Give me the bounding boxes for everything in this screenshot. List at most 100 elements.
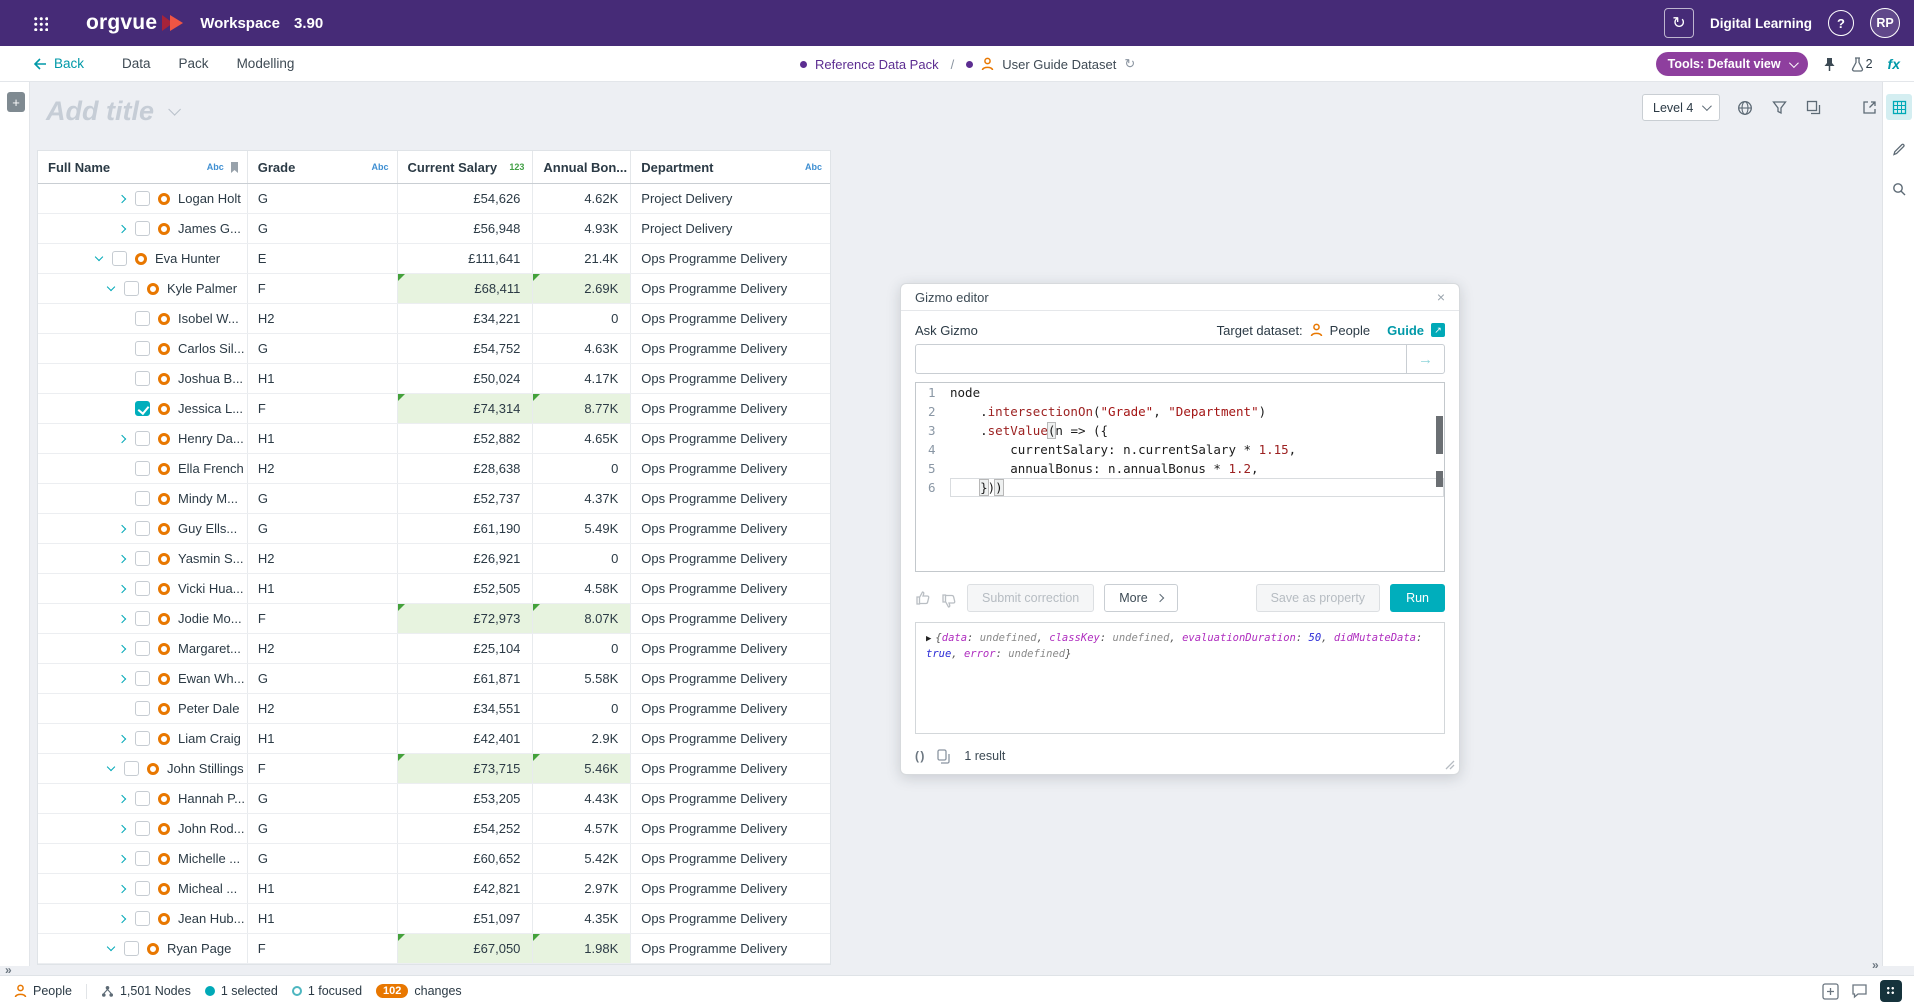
current-salary-cell[interactable]: £50,024 [398, 364, 534, 393]
grade-cell[interactable]: G [248, 514, 398, 543]
row-checkbox[interactable] [135, 461, 150, 476]
current-salary-cell[interactable]: £61,871 [398, 664, 534, 693]
row-checkbox[interactable] [135, 191, 150, 206]
grade-cell[interactable]: G [248, 334, 398, 363]
dataset-refresh-icon[interactable]: ↻ [1124, 56, 1136, 71]
row-checkbox[interactable] [135, 521, 150, 536]
annual-bonus-cell[interactable]: 4.62K [533, 184, 632, 213]
ask-gizmo-input[interactable]: → [915, 344, 1445, 374]
department-cell[interactable]: Ops Programme Delivery [641, 581, 788, 596]
table-row[interactable]: Henry Da... H1 £52,882 4.65K Ops Programme D… [38, 424, 830, 454]
current-salary-cell[interactable]: £34,221 [398, 304, 534, 333]
workspace-name[interactable]: Digital Learning [1709, 15, 1812, 31]
grade-cell[interactable]: G [248, 214, 398, 243]
run-button[interactable]: Run [1390, 584, 1445, 612]
row-checkbox[interactable] [124, 281, 139, 296]
current-salary-cell[interactable]: £73,715 [397, 754, 534, 783]
back-button[interactable]: Back [33, 56, 84, 71]
table-row[interactable]: Isobel W... H2 £34,221 0 Ops Programme Deliv… [38, 304, 830, 334]
guide-link[interactable]: Guide [1387, 322, 1424, 338]
edit-tool-button[interactable] [1886, 136, 1912, 162]
table-row[interactable]: John Stillings F £73,715 5.46K Ops Programme… [38, 754, 830, 784]
current-salary-cell[interactable]: £56,948 [398, 214, 534, 243]
expand-chevron-icon[interactable] [117, 614, 127, 624]
current-salary-cell[interactable]: £52,737 [398, 484, 534, 513]
annual-bonus-cell[interactable]: 4.63K [533, 334, 632, 363]
comment-icon[interactable] [1851, 983, 1868, 999]
grade-cell[interactable]: F [248, 934, 398, 963]
grade-cell[interactable]: H1 [248, 724, 398, 753]
table-row[interactable]: Jodie Mo... F £72,973 8.07K Ops Programme De… [38, 604, 830, 634]
expand-chevron-icon[interactable] [117, 884, 127, 894]
expand-panel-left-icon[interactable]: » [5, 963, 12, 977]
department-cell[interactable]: Ops Programme Delivery [641, 851, 788, 866]
current-salary-cell[interactable]: £52,505 [398, 574, 534, 603]
resize-handle[interactable] [1445, 760, 1455, 770]
filter-icon[interactable] [1770, 99, 1788, 117]
nav-item-modelling[interactable]: Modelling [236, 56, 295, 71]
formula-fx-icon[interactable]: fx [1887, 56, 1900, 72]
expand-chevron-icon[interactable] [117, 584, 127, 594]
current-salary-cell[interactable]: £54,626 [398, 184, 534, 213]
thumbs-up-icon[interactable] [915, 590, 931, 606]
table-row[interactable]: Michelle ... G £60,652 5.42K Ops Programme D… [38, 844, 830, 874]
submit-correction-button[interactable]: Submit correction [967, 584, 1095, 612]
copy-icon[interactable] [937, 748, 950, 764]
row-checkbox[interactable] [135, 611, 150, 626]
department-cell[interactable]: Project Delivery [641, 191, 733, 206]
collapse-chevron-icon[interactable] [94, 254, 104, 264]
close-icon[interactable]: × [1436, 289, 1445, 305]
column-header[interactable]: Annual Bon... [533, 151, 632, 183]
department-cell[interactable]: Ops Programme Delivery [641, 761, 788, 776]
grade-cell[interactable]: G [248, 184, 398, 213]
table-row[interactable]: Vicki Hua... H1 £52,505 4.58K Ops Programme … [38, 574, 830, 604]
expand-result-icon[interactable]: ▶ [926, 634, 932, 644]
collapse-chevron-icon[interactable] [106, 764, 116, 774]
sync-icon[interactable]: ↻ [1663, 8, 1694, 38]
save-as-property-button[interactable]: Save as property [1255, 584, 1381, 612]
current-salary-cell[interactable]: £74,314 [397, 394, 534, 423]
table-row[interactable]: Ella French H2 £28,638 0 Ops Programme Deliv… [38, 454, 830, 484]
department-cell[interactable]: Ops Programme Delivery [641, 821, 788, 836]
expand-chevron-icon[interactable] [117, 194, 127, 204]
annual-bonus-cell[interactable]: 4.57K [533, 814, 632, 843]
current-salary-cell[interactable]: £60,652 [398, 844, 534, 873]
expand-chevron-icon[interactable] [117, 854, 127, 864]
row-checkbox[interactable] [135, 911, 150, 926]
current-salary-cell[interactable]: £61,190 [398, 514, 534, 543]
annual-bonus-cell[interactable]: 0 [533, 454, 632, 483]
current-salary-cell[interactable]: £34,551 [398, 694, 534, 723]
selected-count[interactable]: 1 selected [204, 984, 278, 998]
current-salary-cell[interactable]: £26,921 [398, 544, 534, 573]
current-salary-cell[interactable]: £67,050 [397, 934, 534, 963]
current-salary-cell[interactable]: £111,641 [398, 244, 534, 273]
row-checkbox[interactable] [135, 821, 150, 836]
row-checkbox[interactable] [124, 761, 139, 776]
current-salary-cell[interactable]: £54,252 [398, 814, 534, 843]
grade-cell[interactable]: F [248, 604, 398, 633]
expand-chevron-icon[interactable] [117, 434, 127, 444]
department-cell[interactable]: Project Delivery [641, 221, 733, 236]
annual-bonus-cell[interactable]: 0 [533, 634, 632, 663]
row-checkbox[interactable] [135, 491, 150, 506]
department-cell[interactable]: Ops Programme Delivery [641, 671, 788, 686]
annual-bonus-cell[interactable]: 0 [533, 544, 632, 573]
grade-cell[interactable]: H1 [248, 574, 398, 603]
experiments-badge[interactable]: 2 [1851, 56, 1873, 72]
department-cell[interactable]: Ops Programme Delivery [641, 371, 788, 386]
table-row[interactable]: Ryan Page F £67,050 1.98K Ops Programme Deli… [38, 934, 830, 964]
table-row[interactable]: Guy Ells... G £61,190 5.49K Ops Programme De… [38, 514, 830, 544]
row-checkbox[interactable] [135, 791, 150, 806]
annual-bonus-cell[interactable]: 5.46K [533, 754, 632, 783]
nav-item-data[interactable]: Data [122, 56, 151, 71]
expand-chevron-icon[interactable] [117, 524, 127, 534]
table-row[interactable]: Joshua B... H1 £50,024 4.17K Ops Programme D… [38, 364, 830, 394]
annual-bonus-cell[interactable]: 4.37K [533, 484, 632, 513]
code-editor[interactable]: 1 node 2 .intersectionOn("Grade", "Departm… [915, 382, 1445, 572]
annual-bonus-cell[interactable]: 0 [533, 304, 632, 333]
department-cell[interactable]: Ops Programme Delivery [641, 521, 788, 536]
row-checkbox[interactable] [135, 311, 150, 326]
collapse-chevron-icon[interactable] [106, 284, 116, 294]
row-checkbox[interactable] [124, 941, 139, 956]
department-cell[interactable]: Ops Programme Delivery [641, 341, 788, 356]
